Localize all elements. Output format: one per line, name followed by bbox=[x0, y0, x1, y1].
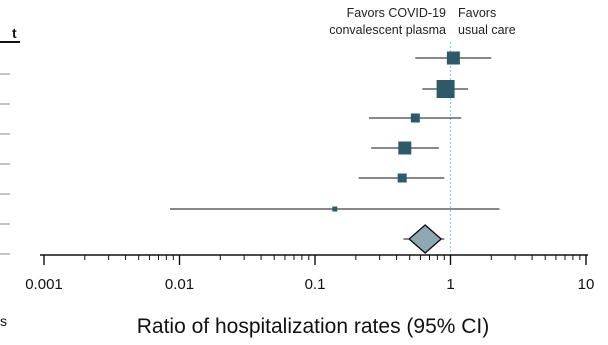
pooled-diamond bbox=[408, 224, 443, 254]
tick-label: 0.01 bbox=[165, 276, 194, 293]
point-estimate-marker bbox=[410, 113, 420, 123]
study-rows bbox=[169, 51, 500, 212]
header-fragment: t bbox=[12, 25, 17, 41]
study-row bbox=[358, 173, 445, 183]
favors-left-line-2: convalescent plasma bbox=[329, 23, 446, 37]
tick-label: 0.1 bbox=[305, 276, 326, 293]
bottom-left-fragment: s bbox=[0, 313, 7, 329]
study-row bbox=[169, 206, 500, 212]
study-row bbox=[371, 141, 439, 155]
study-row bbox=[368, 113, 462, 123]
study-row bbox=[422, 80, 469, 98]
tick-label: 10 bbox=[578, 276, 595, 293]
favors-right-label: Favors usual care bbox=[458, 6, 516, 37]
favors-left-line-1: Favors COVID-19 bbox=[347, 6, 446, 20]
favors-left-label: Favors COVID-19 convalescent plasma bbox=[329, 6, 446, 37]
x-axis-title: Ratio of hospitalization rates (95% CI) bbox=[137, 315, 490, 338]
point-estimate-marker bbox=[398, 141, 412, 155]
favors-right-line-2: usual care bbox=[458, 23, 516, 37]
point-estimate-marker bbox=[332, 206, 338, 212]
pooled-estimate bbox=[403, 224, 445, 254]
point-estimate-marker bbox=[436, 80, 455, 98]
favors-right-line-1: Favors bbox=[458, 6, 496, 20]
x-axis-ticks: 0.001 0.01 0.1 1 10 bbox=[25, 255, 594, 293]
point-estimate-marker bbox=[446, 51, 460, 65]
point-estimate-marker bbox=[397, 173, 407, 183]
tick-label: 0.001 bbox=[25, 276, 63, 293]
study-row bbox=[415, 51, 492, 65]
tick-label: 1 bbox=[446, 276, 454, 293]
left-row-ticks bbox=[0, 73, 10, 255]
